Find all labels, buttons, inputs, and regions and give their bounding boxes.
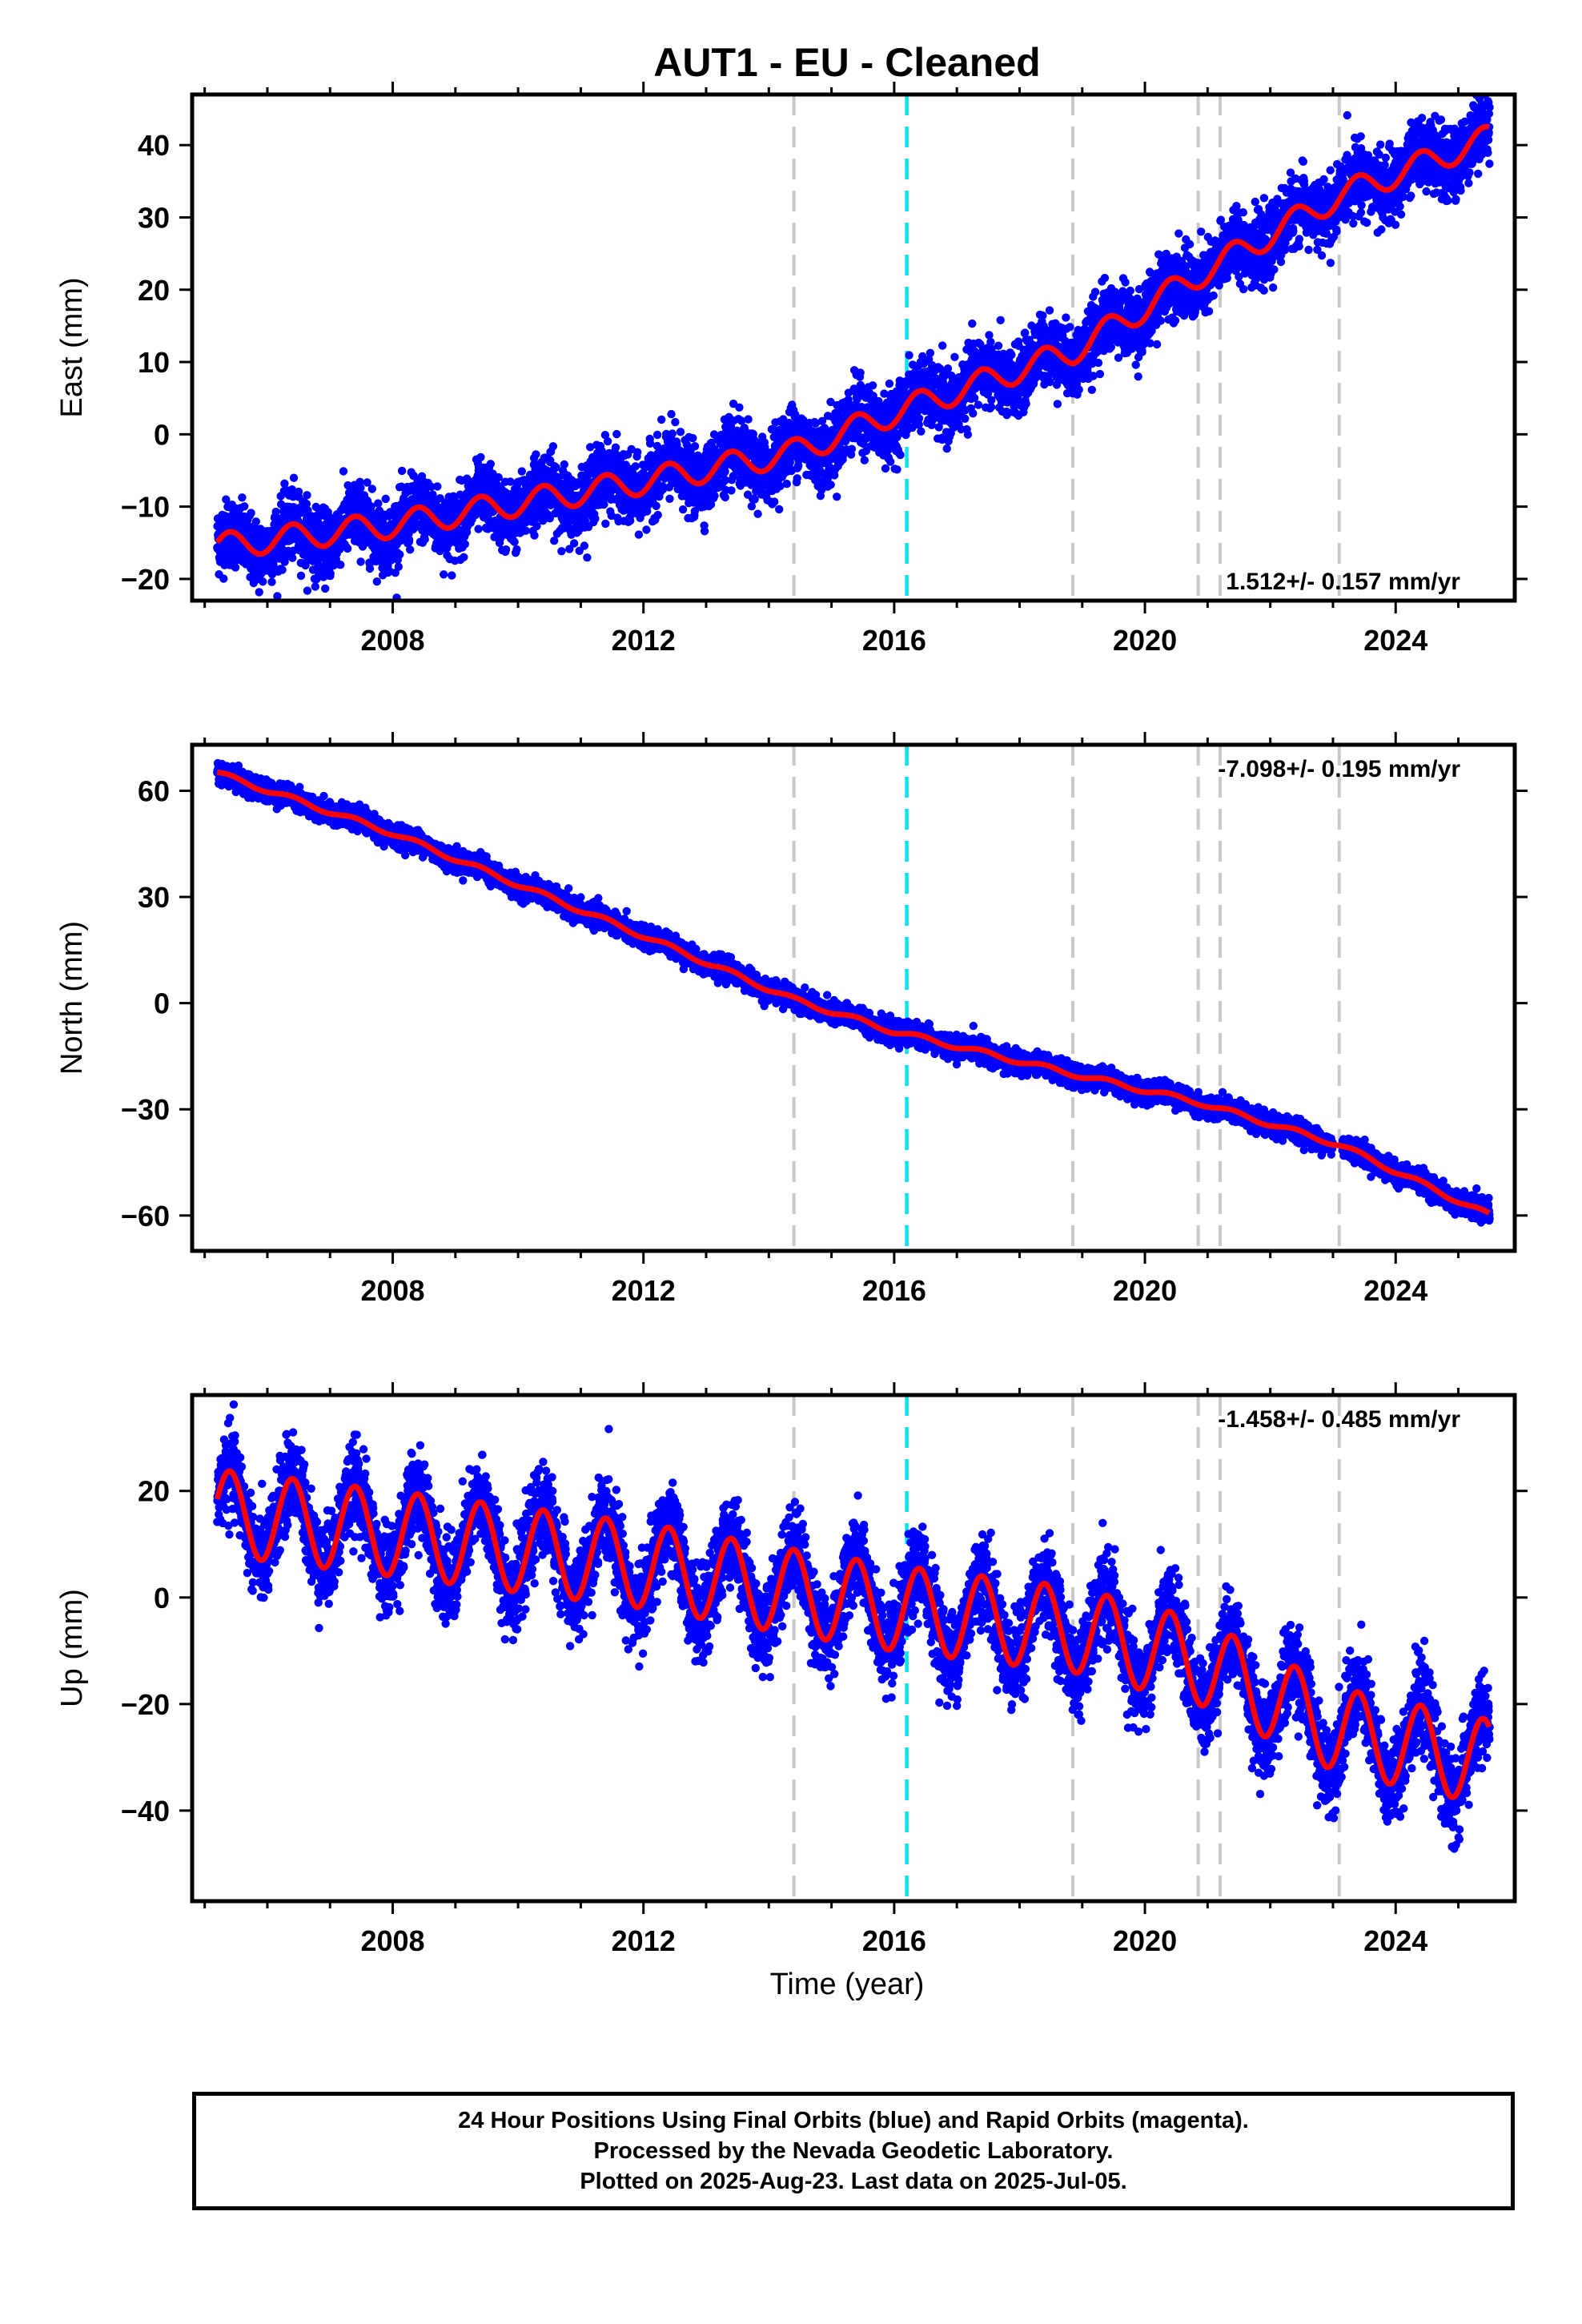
east-y-tick-label: 40 [138,129,170,162]
up-y-tick-label: 20 [138,1475,170,1508]
up-x-tick-label: 2020 [1113,1924,1177,1957]
east-x-tick-label: 2008 [360,624,424,657]
north-plot-area [213,745,1494,1251]
east-frame [190,92,1517,603]
east-x-tick-label: 2012 [612,624,676,657]
east-y-tick-label: −20 [121,563,170,596]
north-x-tick-label: 2008 [360,1274,424,1307]
east-x-tick-label: 2020 [1113,624,1177,657]
east-rate-label: 1.512+/- 0.157 mm/yr [1226,569,1460,595]
panels: 2008 2012 2016 2020 2024 −20 −10 0 10 20 30 40 East … [55,82,1528,1957]
east-y-tick-label: 0 [154,418,170,451]
east-x-tick-label: 2024 [1363,624,1427,657]
up-x-tick-label: 2012 [612,1924,676,1957]
up-plot-area [213,1395,1494,1901]
east-y-tick-label: 30 [138,201,170,234]
north-y-tick-label: −30 [121,1093,170,1126]
up-x-tick-label: 2016 [862,1924,926,1957]
up-x-tick-label: 2024 [1363,1924,1427,1957]
north-y-tick-label: 60 [138,774,170,807]
north-model-fit [215,769,1492,1216]
north-x-tick-label: 2020 [1113,1274,1177,1307]
up-y-tick-label: −20 [121,1688,170,1721]
up-model-fit [214,1468,1492,1800]
east-x-tick-label: 2016 [862,624,926,657]
footnote-box: 24 Hour Positions Using Final Orbits (bl… [192,2092,1515,2210]
north-x-tick-label: 2012 [612,1274,676,1307]
up-y-tick-label: −40 [121,1795,170,1827]
north-daily-positions [213,758,1494,1227]
up-x-tick-label: 2008 [360,1924,424,1957]
north-y-tick-label: 30 [138,881,170,914]
east-daily-positions [213,94,1494,601]
east-y-tick-label: 20 [138,274,170,307]
east-model-fit [215,123,1492,557]
up-y-tick-label: 0 [154,1582,170,1614]
east-y-axis-label: East (mm) [55,277,89,417]
footnote-line-3: Plotted on 2025-Aug-23. Last data on 202… [580,2169,1127,2194]
up-rate-label: -1.458+/- 0.485 mm/yr [1218,1406,1460,1433]
footnote-line-2: Processed by the Nevada Geodetic Laborat… [593,2138,1114,2164]
panel-east: 2008 2012 2016 2020 2024 −20 −10 0 10 20 30 40 East … [55,82,1528,657]
panel-up: 2008 2012 2016 2020 2024 −40 −20 0 20 Up (mm) -1.4… [55,1382,1528,1957]
north-x-tick-label: 2016 [862,1274,926,1307]
east-plot-area [213,94,1494,601]
footnote-line-1: 24 Hour Positions Using Final Orbits (bl… [458,2108,1249,2133]
x-axis-label: Time (year) [770,1968,925,2001]
north-frame [190,742,1517,1253]
chart-title: AUT1 - EU - Cleaned [653,40,1040,85]
north-y-axis-label: North (mm) [55,921,89,1075]
east-y-tick-label: −10 [121,491,170,524]
north-x-tick-label: 2024 [1363,1274,1427,1307]
up-frame [190,1393,1517,1904]
north-y-tick-label: −60 [121,1200,170,1232]
up-y-axis-label: Up (mm) [55,1589,89,1707]
north-rate-label: -7.098+/- 0.195 mm/yr [1218,756,1460,782]
east-y-tick-label: 10 [138,346,170,379]
up-daily-positions [213,1400,1494,1853]
north-y-tick-label: 0 [154,987,170,1020]
panel-north: 2008 2012 2016 2020 2024 −60 −30 0 30 60 North (mm… [55,732,1528,1307]
